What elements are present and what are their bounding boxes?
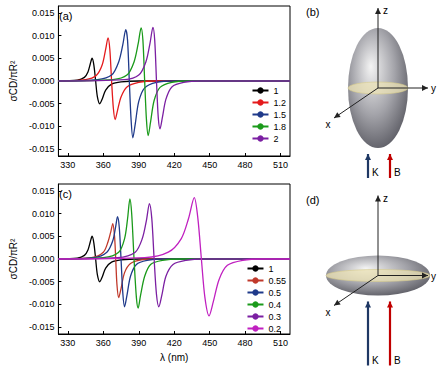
svg-text:1: 1 — [268, 264, 273, 274]
svg-text:0.015: 0.015 — [32, 186, 55, 196]
svg-text:0.015: 0.015 — [32, 8, 55, 18]
svg-text:-0.015: -0.015 — [29, 322, 55, 332]
svg-text:420: 420 — [167, 160, 182, 170]
svg-text:1.5: 1.5 — [273, 110, 286, 120]
svg-text:z: z — [383, 5, 388, 16]
svg-text:0.010: 0.010 — [32, 31, 55, 41]
svg-text:1.2: 1.2 — [273, 98, 286, 108]
svg-text:-0.010: -0.010 — [29, 121, 55, 131]
svg-text:(c): (c) — [59, 188, 72, 200]
svg-text:(b): (b) — [306, 6, 319, 18]
svg-text:-0.005: -0.005 — [29, 99, 55, 109]
svg-text:λ (nm): λ (nm) — [160, 352, 188, 363]
svg-text:390: 390 — [131, 338, 146, 348]
svg-text:x: x — [326, 119, 331, 130]
svg-text:0.3: 0.3 — [268, 312, 281, 322]
svg-text:0.2: 0.2 — [268, 324, 281, 334]
svg-text:330: 330 — [60, 160, 75, 170]
svg-text:0.55: 0.55 — [268, 276, 286, 286]
svg-text:z: z — [383, 193, 388, 204]
svg-text:2: 2 — [273, 134, 278, 144]
svg-text:K: K — [372, 355, 379, 366]
svg-text:y: y — [431, 83, 436, 94]
svg-text:420: 420 — [167, 338, 182, 348]
svg-text:390: 390 — [131, 160, 146, 170]
svg-text:0.000: 0.000 — [32, 254, 55, 264]
svg-text:(a): (a) — [59, 10, 72, 22]
svg-text:360: 360 — [96, 338, 111, 348]
svg-text:0.5: 0.5 — [268, 288, 281, 298]
svg-text:510: 510 — [273, 338, 288, 348]
svg-text:1: 1 — [273, 86, 278, 96]
svg-text:0.000: 0.000 — [32, 76, 55, 86]
svg-text:330: 330 — [60, 338, 75, 348]
svg-text:-0.005: -0.005 — [29, 277, 55, 287]
svg-text:480: 480 — [238, 160, 253, 170]
svg-text:y: y — [431, 271, 436, 282]
svg-text:450: 450 — [202, 160, 217, 170]
svg-text:0.005: 0.005 — [32, 53, 55, 63]
svg-text:-0.010: -0.010 — [29, 299, 55, 309]
svg-text:480: 480 — [238, 338, 253, 348]
svg-text:B: B — [394, 355, 401, 366]
svg-text:0.010: 0.010 — [32, 209, 55, 219]
svg-text:(d): (d) — [306, 194, 319, 206]
svg-text:K: K — [372, 167, 379, 178]
svg-text:σCD/πR²: σCD/πR² — [8, 60, 19, 102]
svg-text:0.4: 0.4 — [268, 300, 281, 310]
svg-text:B: B — [394, 167, 401, 178]
svg-text:-0.015: -0.015 — [29, 144, 55, 154]
svg-text:450: 450 — [202, 338, 217, 348]
svg-text:0.005: 0.005 — [32, 231, 55, 241]
svg-text:510: 510 — [273, 160, 288, 170]
svg-text:σCD/πR²: σCD/πR² — [8, 238, 19, 280]
svg-text:x: x — [326, 307, 331, 318]
svg-text:360: 360 — [96, 160, 111, 170]
svg-text:1.8: 1.8 — [273, 122, 286, 132]
